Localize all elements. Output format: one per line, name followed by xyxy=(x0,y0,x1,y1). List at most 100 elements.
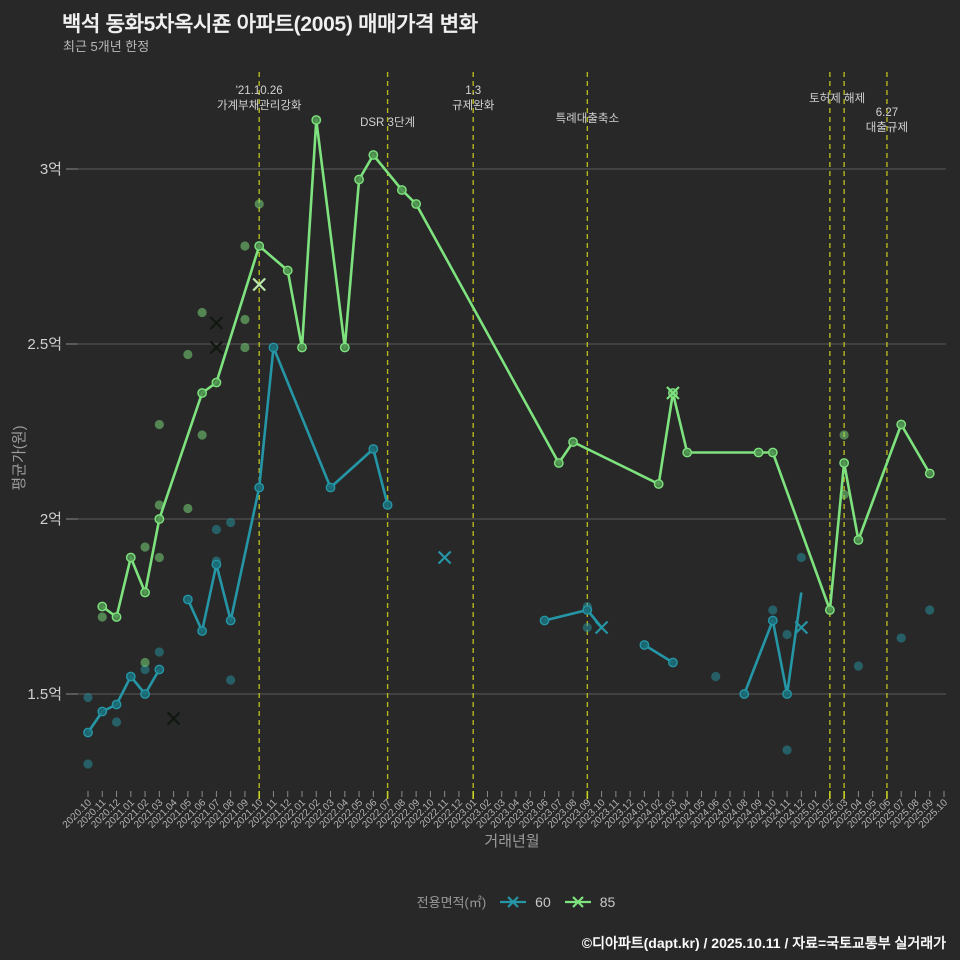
series-60-line xyxy=(86,668,161,734)
scatter-point-85 xyxy=(197,430,207,440)
scatter-point-60 xyxy=(154,647,164,657)
data-point-85 xyxy=(254,241,265,251)
data-point-60 xyxy=(140,689,150,699)
data-point-85 xyxy=(853,535,864,545)
legend-entry-85: 85 xyxy=(563,893,616,910)
data-point-60 xyxy=(325,482,336,493)
scatter-point-60 xyxy=(896,633,906,643)
page-subtitle: 최근 5개년 한정 xyxy=(63,39,150,54)
page-title: 백석 동화5차옥시죤 아파트(2005) 매매가격 변화 xyxy=(62,13,478,36)
data-point-60 xyxy=(125,671,136,682)
data-point-60 xyxy=(639,640,650,650)
data-point-60 xyxy=(111,699,122,710)
data-point-60 xyxy=(182,594,193,605)
scatter-point-85 xyxy=(154,500,164,510)
scatter-point-60 xyxy=(111,717,122,727)
legend: 전용면적(㎡) 60 85 xyxy=(36,892,960,911)
scatter-point-60 xyxy=(711,671,721,682)
scatter-point-85 xyxy=(140,542,150,552)
scatter-point-85 xyxy=(183,503,193,514)
scatter-point-60 xyxy=(140,664,150,675)
data-point-85 xyxy=(111,612,122,622)
scatter-point-60 xyxy=(83,759,93,769)
x-marker xyxy=(252,277,266,292)
event-label: 규제완화 xyxy=(452,99,495,112)
data-point-85 xyxy=(568,437,578,447)
data-point-60 xyxy=(739,689,750,699)
scatter-point-85 xyxy=(154,419,164,430)
data-point-60 xyxy=(97,706,108,717)
data-point-85 xyxy=(753,447,764,458)
data-point-60 xyxy=(668,657,678,668)
event-label: 6.27 xyxy=(876,107,898,119)
scatter-point-85 xyxy=(97,612,107,622)
data-point-85 xyxy=(653,479,664,489)
series-60-line xyxy=(544,608,603,629)
data-point-60 xyxy=(254,482,265,493)
y-tick-label: 1.5억 xyxy=(27,686,62,703)
data-point-85 xyxy=(767,447,778,458)
data-point-85 xyxy=(896,419,907,430)
legend-label-85: 85 xyxy=(599,893,616,910)
event-label: 특례대출축소 xyxy=(556,112,619,125)
data-point-60 xyxy=(582,605,593,615)
x-marker xyxy=(666,386,680,400)
data-point-85 xyxy=(140,587,150,598)
x-marker xyxy=(209,340,224,355)
scatter-point-85 xyxy=(240,241,250,251)
scatter-point-60 xyxy=(226,675,236,685)
data-point-85 xyxy=(125,552,136,563)
scatter-point-85 xyxy=(197,307,207,318)
data-point-85 xyxy=(824,605,835,615)
series-60-marker-icon xyxy=(500,895,527,908)
data-point-60 xyxy=(767,615,778,626)
x-marker xyxy=(166,711,181,726)
event-label: DSR 3단계 xyxy=(360,116,415,129)
scatter-point-60 xyxy=(796,552,806,563)
scatter-point-85 xyxy=(140,657,150,668)
series-85-line xyxy=(101,118,931,619)
scatter-point-85 xyxy=(240,342,250,353)
scatter-point-85 xyxy=(254,199,264,209)
data-point-85 xyxy=(354,174,364,185)
footer-credit: ©디아파트(dapt.kr) / 2025.10.11 / 자료=국토교통부 실… xyxy=(581,935,946,951)
data-point-85 xyxy=(211,377,222,388)
data-point-60 xyxy=(197,626,208,636)
scatter-point-60 xyxy=(782,629,792,640)
legend-title: 전용면적(㎡) xyxy=(416,895,487,910)
series-60-line xyxy=(643,643,674,664)
x-axis-title: 거래년월 xyxy=(484,833,539,850)
x-marker xyxy=(437,550,452,565)
data-point-85 xyxy=(339,342,350,353)
data-point-85 xyxy=(368,150,379,160)
scatter-point-60 xyxy=(226,517,236,528)
data-point-60 xyxy=(225,615,236,626)
x-marker xyxy=(794,620,809,635)
event-label: 1.3 xyxy=(465,85,481,97)
data-point-85 xyxy=(297,342,307,353)
data-point-85 xyxy=(682,447,693,458)
scatter-point-85 xyxy=(240,314,250,325)
series-60-line xyxy=(743,592,803,696)
data-point-85 xyxy=(553,458,564,468)
event-label: 가계부채관리강화 xyxy=(217,99,302,112)
data-point-60 xyxy=(782,689,792,699)
scatter-point-60 xyxy=(925,605,935,615)
scatter-point-85 xyxy=(154,552,164,563)
scatter-point-60 xyxy=(582,622,592,633)
data-point-85 xyxy=(924,468,935,479)
data-point-85 xyxy=(311,115,322,125)
data-point-85 xyxy=(839,458,850,468)
scatter-point-60 xyxy=(853,661,864,671)
x-marker xyxy=(594,620,609,635)
y-tick-label: 2억 xyxy=(40,511,62,528)
scatter-point-85 xyxy=(183,349,193,360)
scatter-point-60 xyxy=(211,524,221,535)
data-point-85 xyxy=(282,265,293,276)
data-point-85 xyxy=(197,388,208,398)
data-point-85 xyxy=(154,514,165,524)
data-point-60 xyxy=(382,500,393,510)
data-point-85 xyxy=(411,199,422,209)
